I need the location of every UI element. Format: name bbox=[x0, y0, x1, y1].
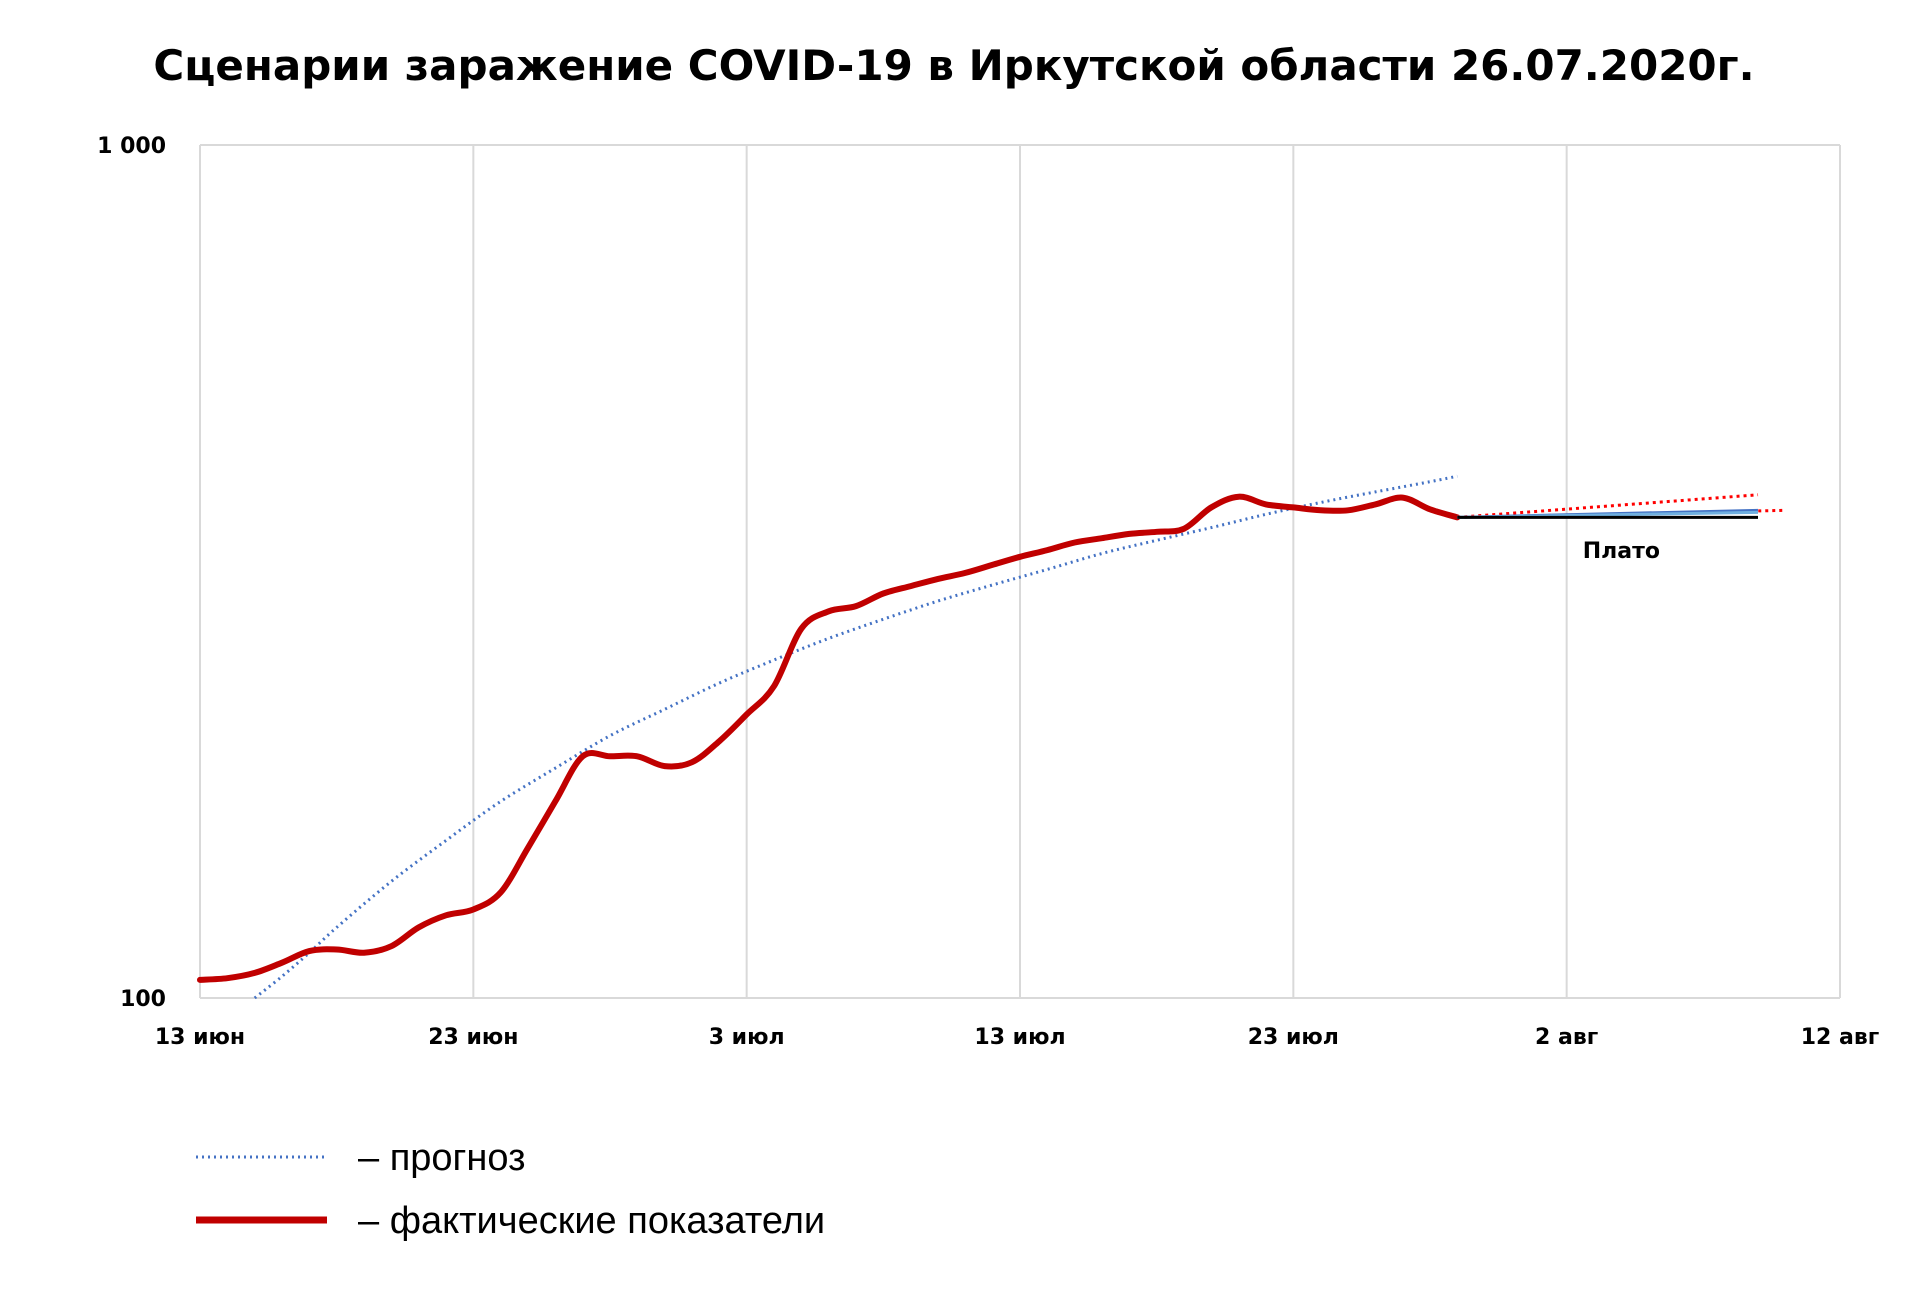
y-tick-label: 100 bbox=[120, 987, 166, 1012]
scenario-line bbox=[1457, 493, 1759, 519]
legend-label: – фактические показатели bbox=[358, 1200, 825, 1242]
x-tick-label: 23 июн bbox=[428, 1025, 518, 1050]
chart-title: Сценарии заражение COVID-19 в Иркутской … bbox=[153, 41, 1754, 90]
annotation-layer: Плато bbox=[1583, 539, 1660, 564]
legend: – прогноз – фактические показатели bbox=[196, 1137, 825, 1242]
series-line-actual bbox=[197, 493, 1461, 983]
grid-layer bbox=[472, 145, 1568, 998]
x-tick-label: 12 авг bbox=[1801, 1025, 1880, 1050]
scenario-layer bbox=[1457, 493, 1786, 519]
x-tick-label: 2 авг bbox=[1535, 1025, 1598, 1050]
y-tick-label: 1 000 bbox=[97, 134, 166, 159]
series-line-forecast bbox=[253, 474, 1458, 1000]
x-tick-label: 13 июл bbox=[974, 1025, 1065, 1050]
legend-label: – прогноз bbox=[358, 1137, 526, 1179]
x-tick-label: 23 июл bbox=[1248, 1025, 1339, 1050]
x-tick-label: 13 июн bbox=[155, 1025, 245, 1050]
x-tick-label: 3 июл bbox=[709, 1025, 785, 1050]
series-layer bbox=[197, 474, 1461, 1000]
annotation-plateau: Плато bbox=[1583, 539, 1660, 564]
axis-layer: 13 июн 23 июн 3 июл 13 июл 23 июл 2 авг 12 авг… bbox=[97, 134, 1879, 1050]
